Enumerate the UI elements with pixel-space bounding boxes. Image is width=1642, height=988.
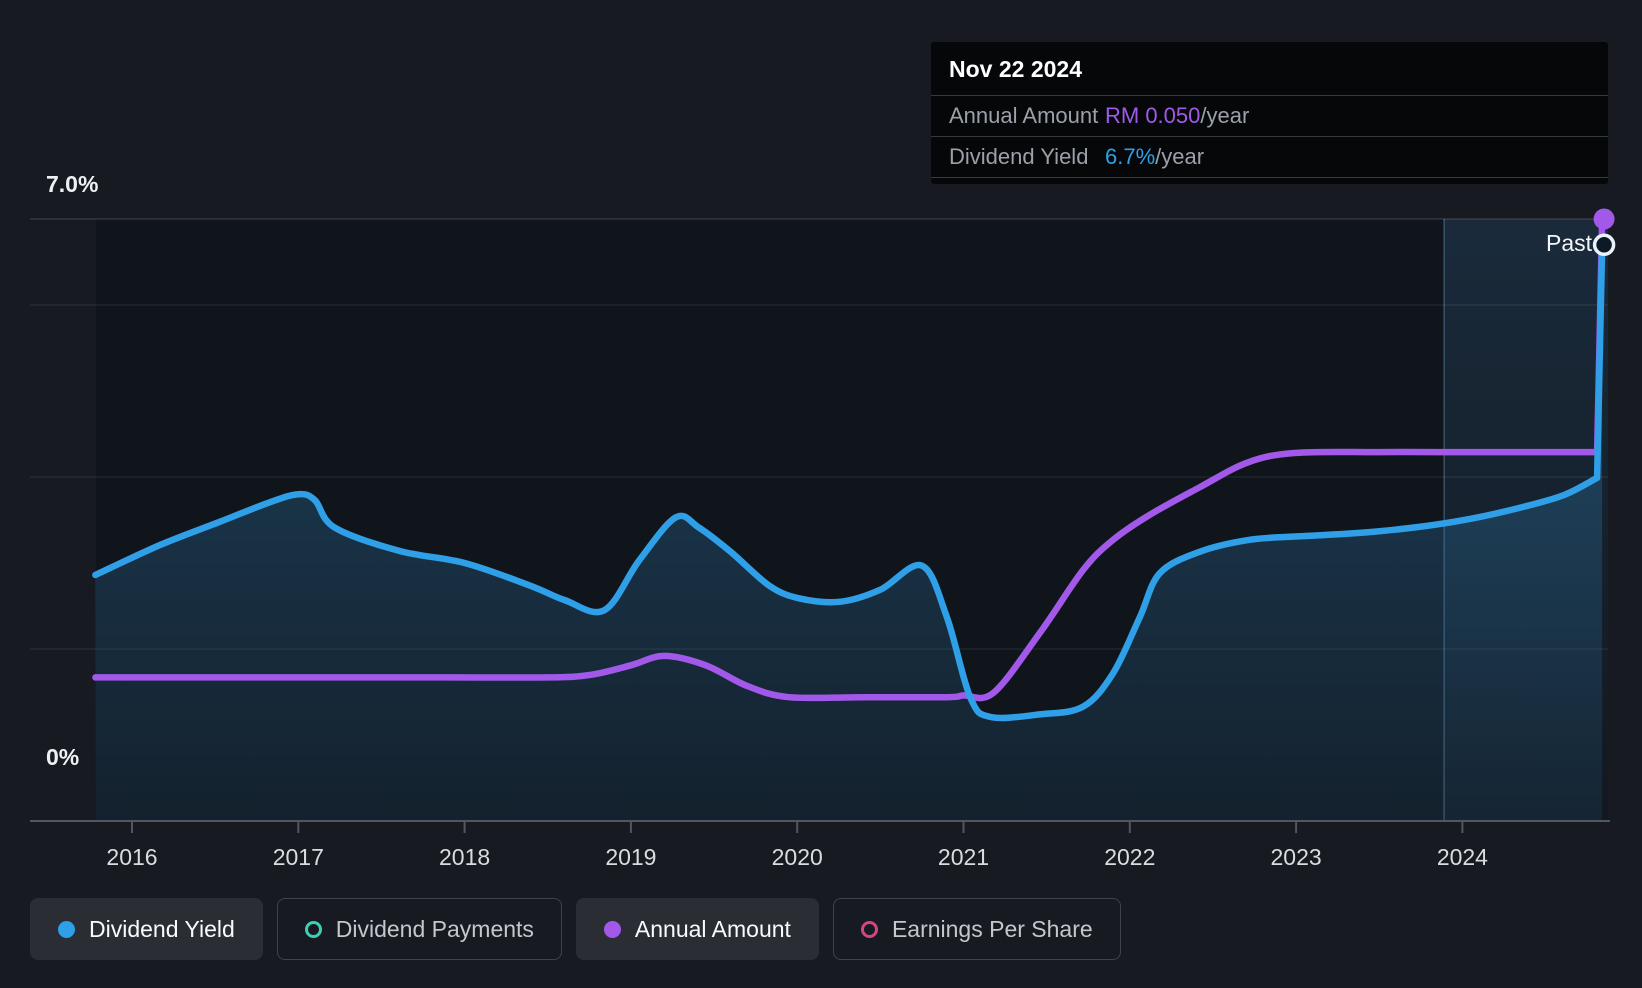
annual-amount-end-marker bbox=[1593, 208, 1615, 230]
tooltip-value: RM 0.050 bbox=[1105, 103, 1201, 128]
y-axis-label-top: 7.0% bbox=[46, 171, 99, 197]
tooltip-value-suffix: /year bbox=[1155, 144, 1205, 169]
past-region-label: Past bbox=[1546, 230, 1593, 256]
x-axis-year-label: 2016 bbox=[106, 844, 157, 870]
tooltip-row-dividend-yield: Dividend Yield 6.7%/year bbox=[931, 137, 1608, 178]
legend-label: Annual Amount bbox=[634, 915, 791, 942]
legend-label: Dividend Yield bbox=[89, 915, 235, 942]
legend-label: Dividend Payments bbox=[335, 915, 534, 942]
dividend-yield-end-marker bbox=[1592, 233, 1616, 257]
x-axis-year-label: 2019 bbox=[605, 844, 656, 870]
x-axis-year-label: 2024 bbox=[1437, 844, 1488, 870]
tooltip-label: Dividend Yield bbox=[949, 144, 1089, 169]
legend-button-dividend-yield[interactable]: Dividend Yield bbox=[30, 898, 263, 960]
x-axis-year-label: 2018 bbox=[439, 844, 490, 870]
tooltip-row-annual-amount: Annual Amount RM 0.050/year bbox=[931, 96, 1608, 137]
x-axis-year-label: 2020 bbox=[772, 844, 823, 870]
legend-button-annual-amount[interactable]: Annual Amount bbox=[575, 898, 819, 960]
annual-amount-dot-icon bbox=[603, 920, 621, 938]
dividend-payments-ring-icon bbox=[304, 920, 322, 938]
earnings-per-share-ring-icon bbox=[860, 920, 878, 938]
dividend-yield-dot-icon bbox=[58, 920, 75, 938]
tooltip-date: Nov 22 2024 bbox=[931, 50, 1608, 96]
y-axis-label-bottom: 0% bbox=[46, 744, 80, 770]
tooltip-label: Annual Amount bbox=[949, 103, 1099, 128]
legend-button-earnings-per-share[interactable]: Earnings Per Share bbox=[832, 898, 1121, 960]
x-axis-year-label: 2017 bbox=[273, 844, 324, 870]
x-axis-year-label: 2022 bbox=[1104, 844, 1155, 870]
legend-button-dividend-payments[interactable]: Dividend Payments bbox=[276, 898, 562, 960]
annual-amount-line bbox=[92, 218, 1606, 702]
chart-legend: Dividend Yield Dividend Payments Annual … bbox=[30, 898, 1121, 960]
legend-label: Earnings Per Share bbox=[891, 915, 1093, 942]
dividend-yield-line bbox=[92, 245, 1606, 722]
chart-tooltip: Nov 22 2024 Annual Amount RM 0.050/year … bbox=[931, 42, 1608, 184]
x-axis-year-label: 2023 bbox=[1271, 844, 1322, 870]
tooltip-value: 6.7% bbox=[1105, 144, 1156, 169]
x-axis-year-label: 2021 bbox=[938, 844, 989, 870]
tooltip-value-suffix: /year bbox=[1200, 103, 1250, 128]
